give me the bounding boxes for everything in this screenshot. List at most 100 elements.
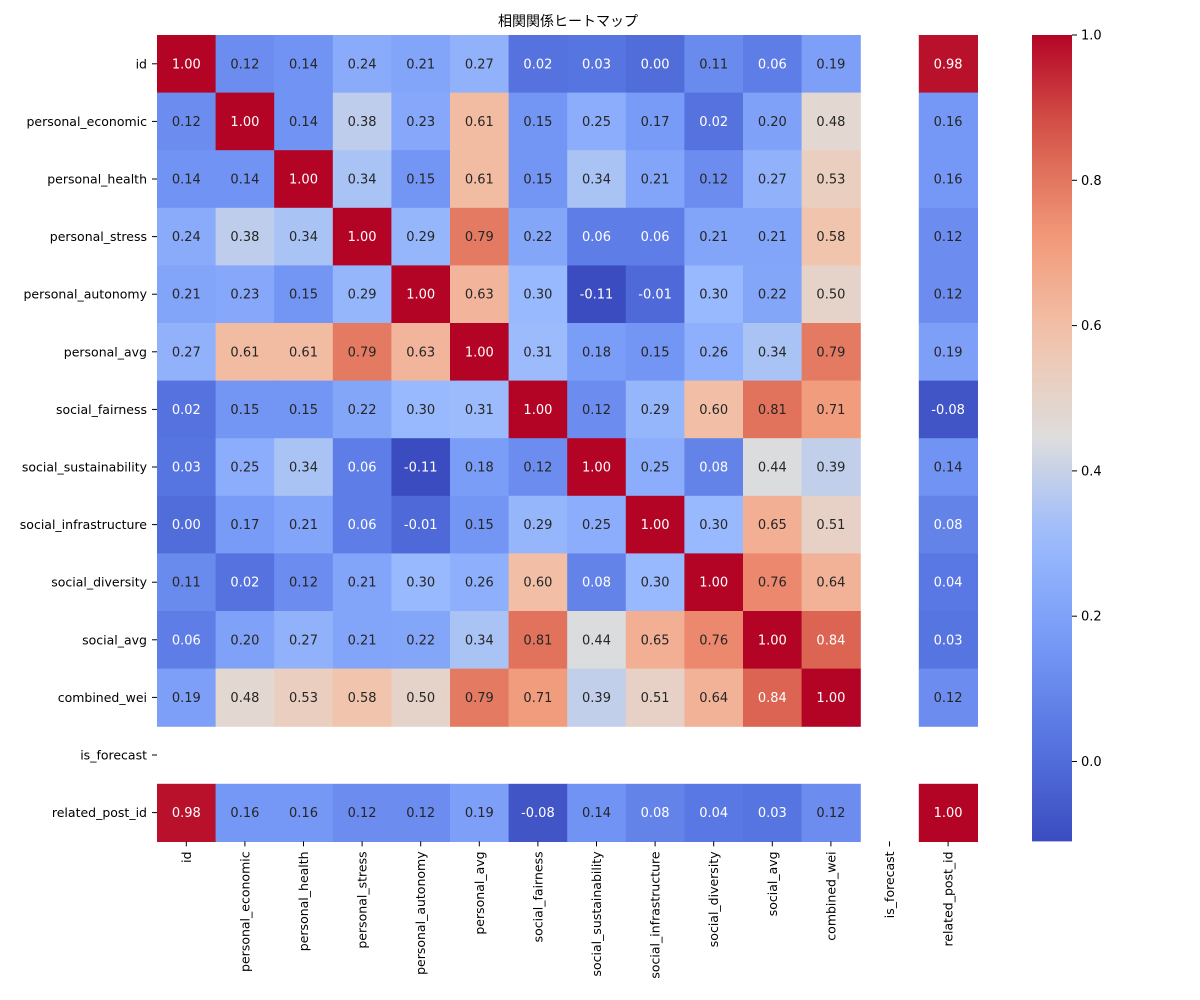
cell-value-label: 0.21	[641, 173, 670, 188]
cell-value-label: 0.29	[348, 288, 377, 303]
heatmap-cell	[215, 150, 275, 209]
cell-value-label: 0.53	[816, 173, 845, 188]
heatmap-cell	[625, 783, 685, 842]
heatmap-cell	[684, 265, 744, 324]
heatmap-cell	[274, 323, 334, 382]
heatmap-cell	[332, 207, 392, 266]
cell-value-label: 0.06	[348, 518, 377, 533]
cell-value-label: 0.53	[289, 691, 318, 706]
heatmap-cell	[743, 150, 803, 209]
cell-value-label: 0.02	[230, 576, 259, 591]
cell-value-label: 0.51	[641, 691, 670, 706]
cell-value-label: 0.58	[348, 691, 377, 706]
heatmap-cell	[743, 35, 803, 94]
heatmap-cell	[274, 380, 334, 439]
x-tick-label: combined_wei	[823, 851, 838, 940]
heatmap-cell	[567, 783, 627, 842]
cell-value-label: 0.79	[465, 230, 494, 245]
x-axis: id personal_economic personal_health person…	[179, 841, 956, 979]
y-tick-label: is_forecast	[80, 748, 147, 763]
cell-value-label: 0.61	[289, 345, 318, 360]
heatmap-cell	[918, 783, 978, 842]
heatmap-cell	[508, 150, 568, 209]
cell-value-label: 0.22	[348, 403, 377, 418]
cell-value-label: 0.24	[348, 57, 377, 72]
heatmap-cell	[157, 553, 217, 612]
cell-value-label: 0.81	[523, 633, 552, 648]
cell-value-label: 0.17	[641, 115, 670, 130]
heatmap-cell	[801, 495, 861, 554]
x-tick-label: personal_stress	[355, 851, 370, 948]
heatmap-cell	[918, 668, 978, 727]
cell-value-label: 0.16	[934, 173, 963, 188]
cell-value-label: 0.04	[699, 806, 728, 821]
cell-value-label: 0.26	[699, 345, 728, 360]
y-tick-label: related_post_id	[52, 805, 147, 820]
cell-value-label: -0.11	[404, 461, 438, 476]
heatmap-cell	[157, 35, 217, 94]
cell-value-label: 0.18	[465, 461, 494, 476]
heatmap-cell	[391, 438, 451, 497]
heatmap-cell	[157, 668, 217, 727]
cell-value-label: 1.00	[758, 633, 787, 648]
heatmap-cell	[274, 611, 334, 670]
cell-value-label: 0.06	[172, 633, 201, 648]
heatmap-cell	[508, 553, 568, 612]
heatmap-cell	[274, 438, 334, 497]
heatmap-cell	[332, 323, 392, 382]
heatmap-cell	[332, 35, 392, 94]
heatmap-cell	[508, 380, 568, 439]
cell-value-label: 0.21	[406, 57, 435, 72]
cell-value-label: 0.14	[934, 461, 963, 476]
x-tick-label: related_post_id	[941, 851, 956, 946]
y-tick-label: personal_stress	[50, 229, 147, 244]
cell-value-label: 1.00	[406, 288, 435, 303]
cell-value-label: 0.84	[758, 691, 787, 706]
x-tick-label: personal_avg	[472, 851, 487, 934]
cell-value-label: 0.65	[758, 518, 787, 533]
cell-value-label: 0.14	[289, 115, 318, 130]
cell-value-label: 0.27	[289, 633, 318, 648]
heatmap-cell	[801, 207, 861, 266]
heatmap-cell	[684, 150, 744, 209]
cell-value-label: 0.14	[582, 806, 611, 821]
cell-value-label: 0.21	[348, 633, 377, 648]
heatmap-cell	[567, 495, 627, 554]
heatmap-cell	[215, 495, 275, 554]
cell-value-label: 0.81	[758, 403, 787, 418]
cell-value-label: 0.19	[172, 691, 201, 706]
cell-value-label: 0.34	[289, 461, 318, 476]
cell-value-label: 1.00	[934, 806, 963, 821]
x-tick-label: social_avg	[765, 851, 780, 916]
heatmap-cell	[743, 323, 803, 382]
heatmap-cell	[391, 380, 451, 439]
cell-value-label: 0.02	[699, 115, 728, 130]
cell-value-label: 0.30	[406, 576, 435, 591]
heatmap-cell	[684, 438, 744, 497]
heatmap-cell	[567, 611, 627, 670]
heatmap-cell	[332, 265, 392, 324]
heatmap-cell	[625, 35, 685, 94]
heatmap-cell	[391, 783, 451, 842]
cell-value-label: 0.63	[406, 345, 435, 360]
colorbar-tick-label: 0.0	[1081, 755, 1102, 770]
colorbar-tick-label: 0.8	[1081, 174, 1102, 189]
cell-value-label: 0.06	[641, 230, 670, 245]
cell-value-label: 0.27	[465, 57, 494, 72]
cell-value-label: 0.03	[758, 806, 787, 821]
heatmap-cell	[332, 92, 392, 151]
heatmap-cell	[332, 553, 392, 612]
cell-value-label: 0.58	[816, 230, 845, 245]
heatmap-cell	[801, 611, 861, 670]
y-tick-label: social_fairness	[56, 402, 147, 417]
cell-value-label: 0.48	[230, 691, 259, 706]
cell-value-label: 0.64	[816, 576, 845, 591]
x-tick-label: personal_economic	[237, 851, 252, 972]
cell-value-label: 0.50	[406, 691, 435, 706]
heatmap-cell	[157, 380, 217, 439]
x-tick-label: personal_health	[296, 851, 311, 951]
heatmap-cell	[684, 323, 744, 382]
cell-value-label: 0.71	[523, 691, 552, 706]
heatmap-cell	[918, 265, 978, 324]
heatmap-cell	[801, 668, 861, 727]
